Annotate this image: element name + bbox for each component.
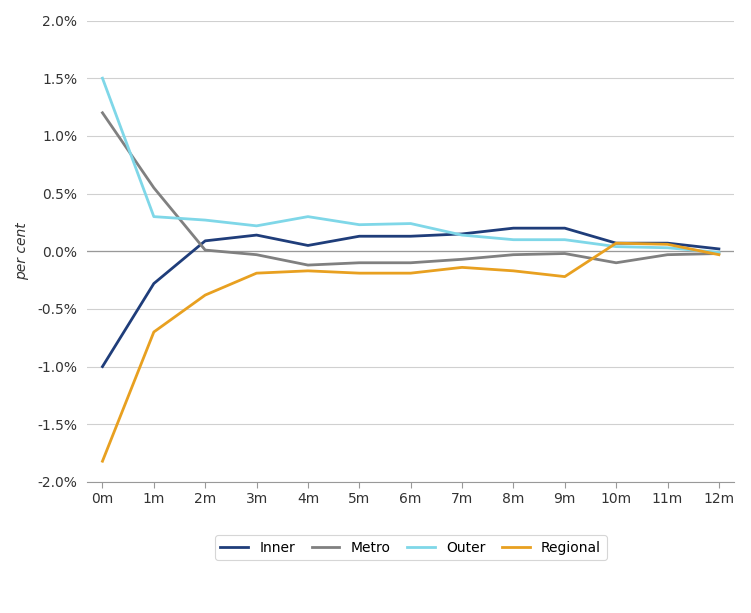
Outer	[201, 216, 210, 224]
Outer	[149, 213, 158, 220]
Outer	[252, 222, 261, 229]
Inner	[303, 242, 312, 249]
Inner	[663, 240, 672, 247]
Line: Metro: Metro	[102, 113, 719, 265]
Regional	[252, 270, 261, 277]
Metro	[354, 259, 363, 267]
Metro	[149, 184, 158, 191]
Inner	[560, 224, 569, 232]
Regional	[406, 270, 415, 277]
Metro	[714, 250, 723, 257]
Metro	[201, 246, 210, 254]
Line: Outer: Outer	[102, 78, 719, 253]
Inner	[457, 230, 466, 238]
Regional	[509, 267, 518, 275]
Regional	[201, 291, 210, 299]
Metro	[457, 256, 466, 263]
Regional	[303, 267, 312, 275]
Inner	[354, 232, 363, 240]
Outer	[457, 231, 466, 238]
Outer	[509, 236, 518, 243]
Regional	[714, 251, 723, 258]
Metro	[509, 251, 518, 258]
Regional	[560, 273, 569, 280]
Outer	[663, 244, 672, 251]
Outer	[303, 213, 312, 220]
Metro	[98, 109, 107, 116]
Outer	[714, 249, 723, 256]
Inner	[98, 363, 107, 370]
Inner	[714, 245, 723, 253]
Line: Regional: Regional	[102, 243, 719, 461]
Regional	[354, 270, 363, 277]
Outer	[611, 243, 620, 250]
Inner	[252, 231, 261, 238]
Inner	[406, 232, 415, 240]
Line: Inner: Inner	[102, 228, 719, 367]
Regional	[611, 240, 620, 247]
Regional	[457, 264, 466, 271]
Metro	[303, 261, 312, 268]
Metro	[252, 251, 261, 258]
Metro	[560, 250, 569, 257]
Legend: Inner, Metro, Outer, Regional: Inner, Metro, Outer, Regional	[215, 535, 607, 560]
Outer	[406, 220, 415, 227]
Inner	[149, 280, 158, 287]
Inner	[201, 237, 210, 245]
Regional	[149, 329, 158, 336]
Outer	[354, 221, 363, 229]
Y-axis label: per cent: per cent	[15, 223, 29, 280]
Regional	[98, 457, 107, 465]
Outer	[560, 236, 569, 243]
Regional	[663, 241, 672, 248]
Outer	[98, 75, 107, 82]
Metro	[406, 259, 415, 267]
Metro	[611, 259, 620, 267]
Metro	[663, 251, 672, 258]
Inner	[611, 240, 620, 247]
Inner	[509, 224, 518, 232]
